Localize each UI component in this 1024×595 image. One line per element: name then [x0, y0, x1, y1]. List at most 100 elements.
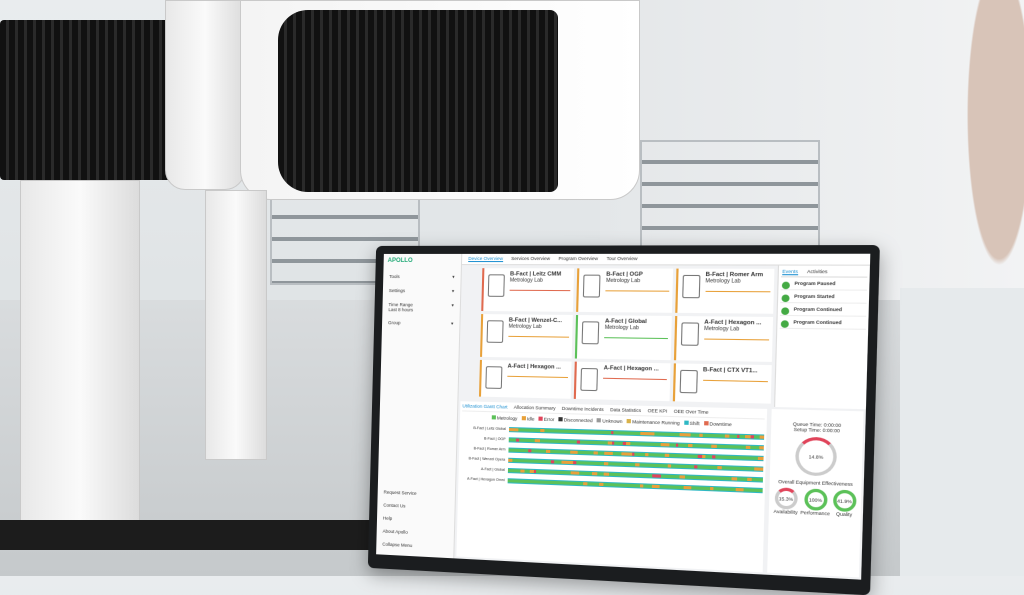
- gantt-segment: [715, 455, 726, 459]
- gantt-segment: [730, 434, 737, 437]
- gantt-segment: [572, 429, 582, 432]
- gantt-segment: [623, 431, 631, 434]
- sidebar-item-tools[interactable]: Tools ▾: [387, 270, 457, 284]
- gantt-segment: [682, 454, 691, 457]
- gantt-segment: [529, 480, 538, 483]
- machine-icon: [682, 275, 700, 298]
- gantt-segment: [732, 455, 740, 458]
- bottom-tab[interactable]: Downtime Incidents: [562, 406, 604, 412]
- gantt-segment: [518, 448, 528, 451]
- gantt-segment: [624, 483, 634, 486]
- gantt-segment: [649, 463, 659, 467]
- kpi-sub: 100% Performance: [800, 488, 830, 516]
- gantt-segment: [609, 462, 617, 465]
- tab-1[interactable]: Services Overview: [511, 256, 550, 262]
- app-logo: APOLLO: [388, 258, 457, 264]
- gantt-segment: [702, 433, 711, 436]
- machine-bellows: [0, 20, 175, 180]
- event-item[interactable]: Program Paused: [781, 277, 868, 290]
- bottom-tab[interactable]: Allocation Summary: [514, 405, 556, 411]
- kpi-gauge: 41.9%: [833, 490, 857, 513]
- label: Contact Us: [383, 503, 405, 509]
- gantt-segment: [544, 459, 551, 462]
- legend-item[interactable]: Unknown: [597, 418, 623, 424]
- label: Settings: [389, 288, 405, 294]
- events-tab[interactable]: Events: [782, 269, 798, 275]
- bottom-tab[interactable]: Utilization Gantt Chart: [462, 403, 507, 409]
- legend-item[interactable]: Disconnected: [558, 417, 592, 423]
- legend-item[interactable]: Shift: [684, 421, 700, 427]
- legend-swatch: [704, 421, 709, 425]
- gantt-segment: [547, 439, 555, 442]
- gantt-segment: [616, 483, 624, 486]
- progress-bar: [705, 291, 770, 292]
- legend-item[interactable]: Downtime: [704, 421, 732, 427]
- device-card[interactable]: A-Fact | Global Metrology Lab: [575, 315, 671, 360]
- device-title: A-Fact | Hexagon ...: [604, 365, 667, 372]
- event-title: Program Started: [794, 294, 864, 300]
- gantt-segment: [690, 454, 698, 457]
- gantt-segment: [744, 466, 754, 470]
- gantt-segment: [691, 486, 700, 490]
- bottom-tab[interactable]: OEE Over Time: [674, 409, 709, 415]
- legend-item[interactable]: Metrology: [492, 415, 518, 421]
- bottom-tab[interactable]: OEE KPI: [647, 408, 667, 414]
- gantt-row-label: B-Fact | Wenzel Opera: [461, 456, 508, 462]
- legend-label: Downtime: [710, 421, 732, 427]
- gantt-segment: [674, 485, 683, 489]
- value: Last 8 hours: [388, 307, 413, 312]
- event-item[interactable]: Program Started: [780, 290, 867, 304]
- sidebar-collapse[interactable]: Collapse Menu: [380, 537, 449, 554]
- gantt-segment: [649, 453, 659, 456]
- gantt-segment: [508, 448, 518, 451]
- person: [900, 0, 1024, 576]
- legend-swatch: [684, 421, 689, 425]
- gantt-segment: [737, 477, 747, 481]
- tab-0[interactable]: Device Overview: [468, 256, 503, 262]
- label: Tools: [389, 274, 400, 280]
- gantt-segment: [536, 470, 544, 473]
- gantt-segment: [580, 440, 589, 443]
- machine-column: [20, 180, 140, 530]
- machine-head: [165, 0, 245, 190]
- event-item[interactable]: Program Continued: [780, 303, 867, 317]
- legend-item[interactable]: Maintenance Running: [627, 419, 680, 426]
- sidebar-item-settings[interactable]: Settings ▾: [387, 284, 457, 299]
- device-card[interactable]: B-Fact | OGP Metrology Lab: [576, 268, 672, 312]
- gantt-segment: [600, 441, 607, 444]
- device-card[interactable]: A-Fact | Hexagon ...: [479, 360, 572, 399]
- legend-label: Disconnected: [564, 417, 593, 423]
- chevron-down-icon: ▾: [451, 303, 454, 313]
- device-card[interactable]: B-Fact | CTX VT1...: [672, 363, 771, 403]
- sidebar-item-time-range[interactable]: Time Range Last 8 hours ▾: [386, 298, 456, 317]
- device-card[interactable]: A-Fact | Hexagon ... Metrology Lab: [674, 316, 774, 362]
- device-card[interactable]: B-Fact | Romer Arm Metrology Lab: [675, 269, 775, 314]
- gantt-row-label: B-Fact | OGP: [461, 436, 508, 442]
- legend-item[interactable]: Idle: [522, 416, 535, 421]
- gantt-segment: [644, 484, 652, 487]
- tab-2[interactable]: Program Overview: [558, 256, 598, 262]
- sidebar-item-group[interactable]: Group ▾: [386, 316, 456, 331]
- event-item[interactable]: Program Continued: [780, 316, 867, 330]
- gantt-segment: [635, 452, 645, 455]
- gantt-segment: [670, 474, 680, 478]
- device-card[interactable]: B-Fact | Wenzel-C... Metrology Lab: [480, 314, 573, 358]
- gantt-segment: [603, 430, 611, 433]
- gantt-segment: [512, 458, 521, 461]
- gantt-segment: [582, 461, 592, 464]
- kpi-label: Availability: [774, 509, 798, 515]
- label: Help: [383, 516, 392, 521]
- legend-swatch: [627, 419, 631, 423]
- bottom-tab[interactable]: Data Statistics: [610, 407, 641, 413]
- events-tab[interactable]: Activities: [807, 269, 828, 276]
- gantt-segment: [638, 442, 646, 445]
- tab-3[interactable]: Tour Overview: [607, 256, 638, 262]
- machine-icon: [485, 366, 502, 389]
- legend-item[interactable]: Error: [538, 417, 554, 423]
- oee-label: Overall Equipment Effectiveness: [773, 479, 858, 488]
- progress-bar: [606, 290, 669, 291]
- gantt-segment: [614, 431, 624, 434]
- device-card[interactable]: A-Fact | Hexagon ...: [574, 362, 670, 402]
- device-card[interactable]: B-Fact | Leitz CMM Metrology Lab: [481, 268, 574, 312]
- gantt-segment: [595, 430, 603, 433]
